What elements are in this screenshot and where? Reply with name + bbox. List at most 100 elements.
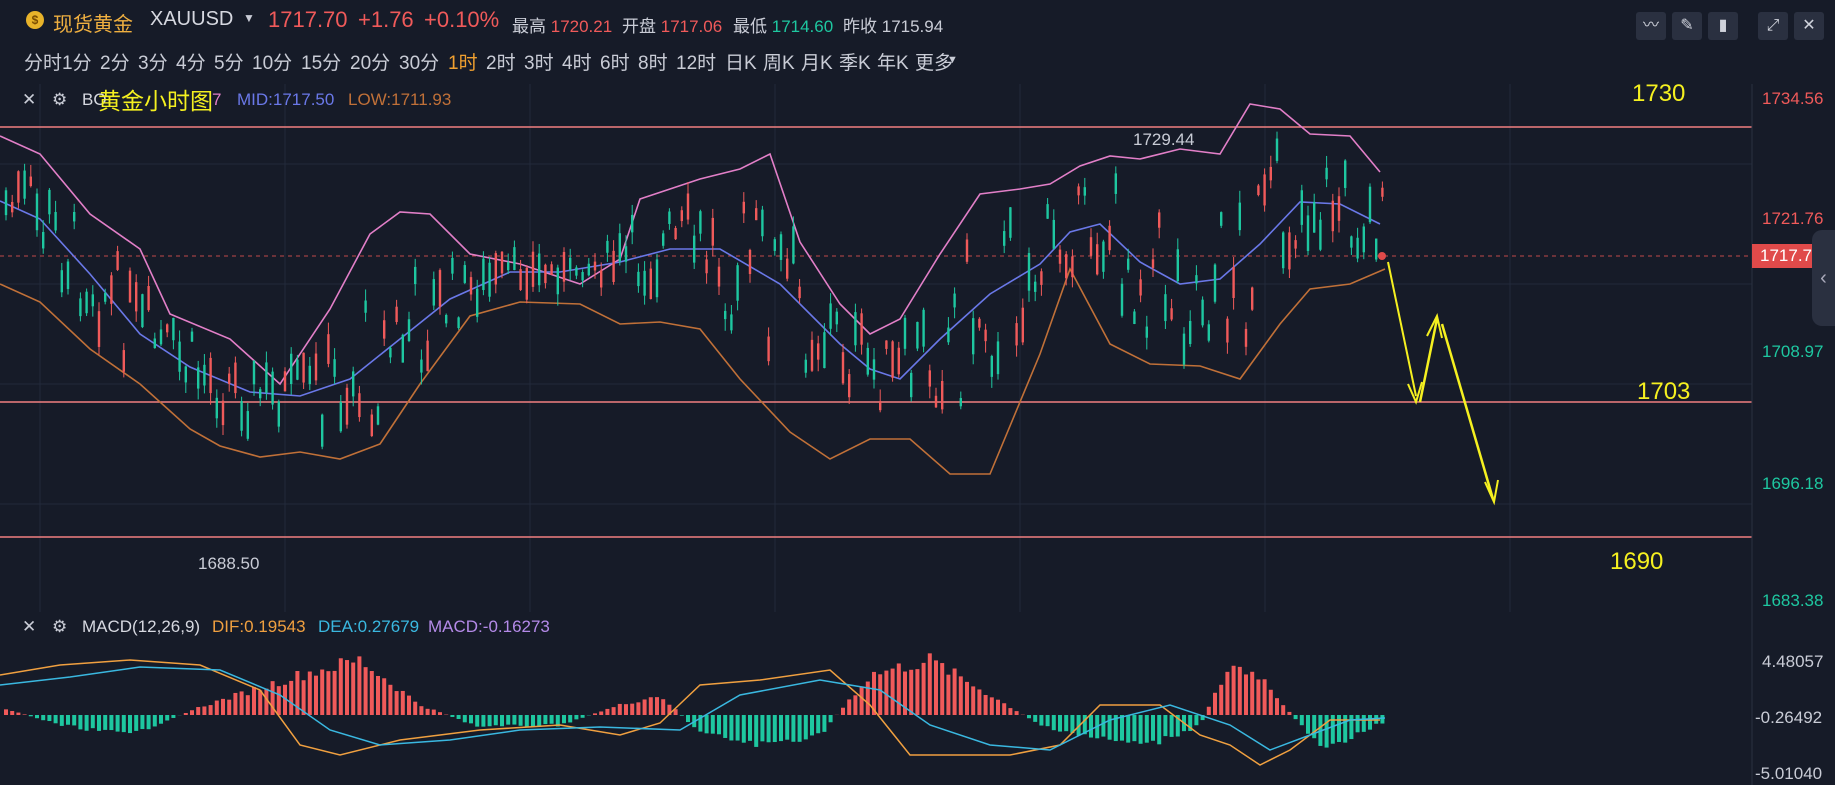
candle-body (1220, 212, 1223, 226)
candle-body (1381, 187, 1384, 197)
pencil-icon[interactable]: ✎ (1672, 12, 1702, 40)
macd-histogram-bar (332, 670, 337, 715)
stat-value: 1720.21 (550, 17, 613, 36)
candle-body (829, 303, 832, 329)
macd-histogram-bar (710, 715, 715, 734)
macd-histogram-bar (1256, 679, 1261, 715)
candle-body (879, 401, 882, 411)
macd-histogram-bar (475, 715, 480, 727)
candle-body (494, 253, 497, 285)
symbol-name[interactable]: 现货黄金 (53, 14, 133, 36)
macd-histogram-bar (1144, 715, 1149, 743)
candle-body (240, 401, 243, 431)
candle-body (804, 359, 807, 373)
timeframe-16[interactable]: 12时 (676, 53, 717, 74)
macd-histogram-bar (1051, 715, 1056, 731)
macd-histogram-bar (958, 676, 963, 715)
timeframe-0[interactable]: 分时 (24, 53, 63, 74)
macd-histogram-bar (4, 709, 8, 715)
timeframe-13[interactable]: 4时 (562, 53, 592, 74)
macd-histogram-bar (190, 710, 194, 715)
timeframe-15[interactable]: 8时 (638, 53, 668, 74)
candle-body (327, 334, 330, 364)
candle-body (1096, 244, 1099, 275)
candle-body (358, 393, 361, 418)
macd-histogram-bar (890, 668, 895, 715)
candle-body (1275, 138, 1279, 161)
timeframe-2[interactable]: 2分 (100, 53, 130, 74)
settings-icon[interactable]: ⚙ (52, 90, 68, 109)
timeframe-1[interactable]: 1分 (62, 53, 92, 74)
candle-body (525, 267, 528, 300)
timeframe-11[interactable]: 2时 (486, 53, 516, 74)
stat-label: 开盘 (622, 17, 656, 36)
candle-body (1325, 167, 1328, 180)
macd-chart[interactable] (0, 612, 1835, 785)
macd-histogram-bar (543, 715, 548, 725)
close-icon[interactable]: ✕ (1794, 12, 1824, 40)
settings-icon[interactable]: ⚙ (52, 617, 68, 636)
candle-body (1263, 174, 1266, 206)
timeframe-18[interactable]: 周K (763, 53, 795, 74)
macd-histogram-bar (252, 687, 256, 715)
macd-histogram-bar (909, 669, 914, 715)
macd-histogram-bar (97, 715, 101, 731)
macd-histogram-bar (524, 715, 529, 727)
candle-body (35, 193, 39, 231)
candle-body (376, 406, 380, 425)
macd-histogram-bar (183, 713, 188, 715)
candle-body (1294, 240, 1297, 249)
candle-body (1300, 190, 1303, 225)
candle-body (872, 359, 876, 380)
candle-body (252, 360, 256, 385)
timeframe-20[interactable]: 季K (839, 53, 871, 74)
timeframe-7[interactable]: 15分 (301, 53, 342, 74)
timeframe-10[interactable]: 1时 (448, 53, 478, 74)
timeframe-6[interactable]: 10分 (252, 53, 293, 74)
candle-body (153, 338, 156, 349)
y-axis-label: 1708.97 (1762, 342, 1824, 361)
candlestick-icon[interactable]: ▮ (1708, 12, 1738, 40)
symbol-code[interactable]: XAUUSD (150, 8, 234, 30)
timeframe-8[interactable]: 20分 (350, 53, 391, 74)
candle-body (817, 343, 820, 360)
expand-icon[interactable]: ⤢ (1758, 12, 1788, 40)
candle-body (550, 264, 553, 275)
timeframe-22[interactable]: 更多 (915, 53, 954, 74)
stat-value: 1717.06 (660, 17, 723, 36)
close-indicator-icon[interactable]: ✕ (22, 90, 37, 109)
timeframe-9[interactable]: 30分 (399, 53, 440, 74)
macd-histogram-bar (227, 699, 232, 715)
macd-histogram-bar (245, 695, 250, 715)
timeframe-5[interactable]: 5分 (214, 53, 244, 74)
candle-body (1065, 254, 1068, 279)
macd-histogram-bar (388, 684, 393, 715)
timeframe-19[interactable]: 月K (801, 53, 833, 74)
macd-histogram-bar (1361, 715, 1366, 732)
candle-body (1375, 238, 1378, 260)
timeframe-12[interactable]: 3时 (524, 53, 554, 74)
candle-body (321, 414, 324, 447)
timeframe-21[interactable]: 年K (877, 53, 909, 74)
macd-histogram-bar (679, 715, 684, 716)
timeframe-4[interactable]: 4分 (176, 53, 206, 74)
candle-body (767, 336, 770, 362)
macd-histogram-bar (555, 715, 560, 727)
candle-body (841, 352, 845, 384)
line-chart-icon[interactable]: 〰 (1636, 12, 1666, 40)
candle-body (352, 371, 355, 397)
macd-histogram-bar (791, 715, 796, 742)
chevron-down-icon[interactable]: ▼ (243, 11, 255, 25)
timeframe-3[interactable]: 3分 (138, 53, 168, 74)
macd-histogram-bar (624, 704, 628, 715)
timeframe-17[interactable]: 日K (725, 53, 757, 74)
macd-histogram-bar (53, 715, 58, 724)
more-chevron-icon[interactable]: ▼ (947, 54, 958, 66)
macd-histogram-bar (884, 670, 889, 715)
candle-body (66, 261, 70, 290)
chevron-left-icon[interactable]: ‹ (1812, 230, 1835, 326)
candle-body (438, 270, 442, 307)
timeframe-14[interactable]: 6时 (600, 53, 630, 74)
price-chart[interactable] (0, 84, 1835, 614)
close-macd-icon[interactable]: ✕ (22, 617, 37, 636)
